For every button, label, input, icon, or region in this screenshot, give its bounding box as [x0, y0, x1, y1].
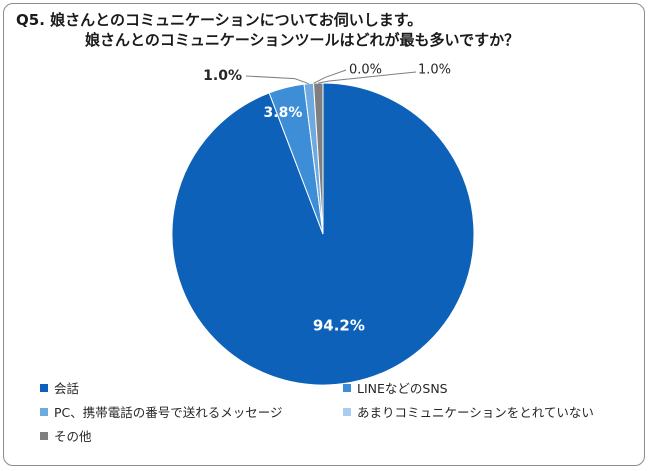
leader-lines: [245, 69, 417, 85]
legend-label-sns: LINEなどのSNS: [357, 381, 448, 396]
legend-label-rarely: あまりコミュニケーションをとれていない: [357, 405, 594, 420]
legend-item-sns: LINEなどのSNS: [343, 378, 448, 397]
pie-slices: [171, 82, 475, 386]
legend-label-message: PC、携帯電話の番号で送れるメッセージ: [54, 405, 283, 420]
title-line-2: 娘さんとのコミュニケーションツールはどれが最も多いですか？: [85, 31, 520, 49]
legend-swatch-message: [40, 407, 48, 416]
legend-label-conversation: 会話: [54, 381, 80, 396]
legend: 会話 LINEなどのSNS PC、携帯電話の番号で送れるメッセージ あまりコミュ…: [40, 378, 640, 458]
chart-title: Q5. 娘さんとのコミュニケーションについてお伺いします。 娘さんとのコミュニケ…: [16, 10, 636, 50]
legend-item-other: その他: [40, 426, 92, 445]
legend-item-conversation: 会話: [40, 378, 79, 397]
title-line-1: Q5. 娘さんとのコミュニケーションについてお伺いします。: [16, 11, 423, 29]
data-label-other: 1.0%: [418, 63, 451, 78]
data-label-sns: 3.8%: [264, 105, 303, 121]
legend-label-other: その他: [54, 429, 92, 444]
leader-line-rarely: [313, 69, 347, 84]
legend-swatch-sns: [343, 383, 351, 392]
legend-swatch-other: [40, 431, 48, 440]
data-labels: 94.2% 3.8% 1.0% 0.0% 1.0%: [203, 63, 451, 335]
data-label-rarely: 0.0%: [349, 63, 382, 78]
leader-line-other: [318, 71, 417, 84]
data-label-message: 1.0%: [203, 68, 242, 84]
legend-swatch-conversation: [40, 383, 48, 392]
leader-line-message: [245, 75, 309, 85]
legend-swatch-rarely: [343, 407, 351, 416]
legend-item-message: PC、携帯電話の番号で送れるメッセージ: [40, 402, 283, 421]
legend-item-rarely: あまりコミュニケーションをとれていない: [343, 402, 594, 421]
data-label-conversation: 94.2%: [313, 317, 365, 335]
